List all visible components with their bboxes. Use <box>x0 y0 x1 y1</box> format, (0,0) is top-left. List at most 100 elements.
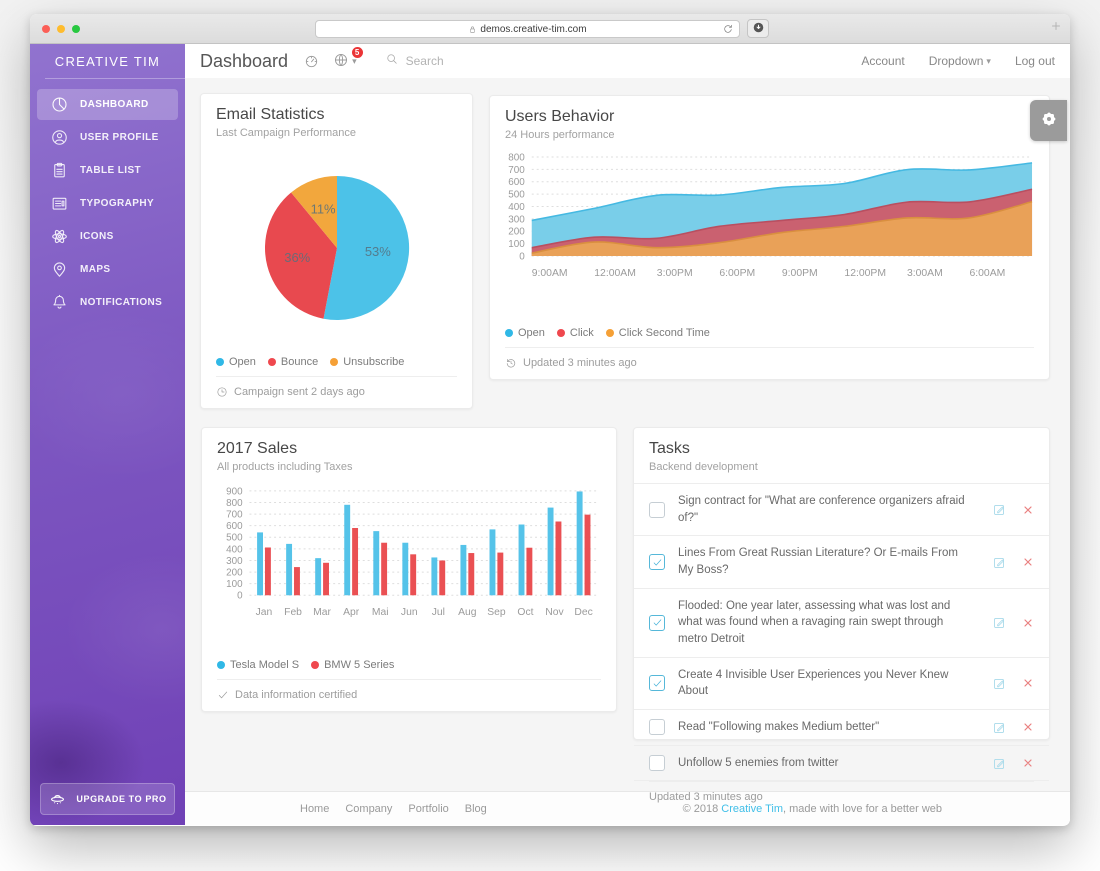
sidebar-item-label: Table List <box>80 165 142 176</box>
close-window-button[interactable] <box>42 25 50 33</box>
card-title: Tasks <box>649 440 690 457</box>
legend-item: Click Second Time <box>605 327 710 339</box>
sidebar-item-label: Typography <box>80 198 155 209</box>
task-list: Sign contract for "What are conference o… <box>634 484 1049 782</box>
legend-item: Open <box>216 356 256 368</box>
edit-task-button[interactable] <box>992 676 1007 691</box>
task-actions <box>992 502 1034 517</box>
delete-task-button[interactable] <box>1022 504 1034 516</box>
zoom-window-button[interactable] <box>72 25 80 33</box>
dashboard-icon[interactable] <box>304 54 319 69</box>
edit-task-button[interactable] <box>992 555 1007 570</box>
search-input[interactable] <box>403 53 514 69</box>
task-checkbox[interactable] <box>649 755 665 772</box>
task-actions <box>992 615 1034 630</box>
dropdown-label: Dropdown <box>928 54 984 68</box>
svg-text:900: 900 <box>226 486 243 497</box>
footer-link-blog[interactable]: Blog <box>464 802 487 815</box>
task-checkbox[interactable] <box>649 554 665 571</box>
legend-dot <box>605 329 614 337</box>
edit-task-button[interactable] <box>992 756 1007 771</box>
card-subtitle: Backend development <box>649 461 758 473</box>
delete-task-button[interactable] <box>1022 757 1034 769</box>
legend-dot <box>505 329 513 337</box>
svg-text:Dec: Dec <box>574 607 592 618</box>
sidebar-item-typography[interactable]: Typography <box>37 188 178 219</box>
legend-item: Tesla Model S <box>217 659 299 671</box>
minimize-window-button[interactable] <box>57 25 65 33</box>
download-button[interactable] <box>747 19 769 38</box>
svg-text:12:00PM: 12:00PM <box>844 268 886 279</box>
svg-text:800: 800 <box>226 498 243 509</box>
reload-icon[interactable] <box>722 23 734 35</box>
sidebar-item-notifications[interactable]: Notifications <box>37 287 178 318</box>
delete-task-button[interactable] <box>1022 617 1034 629</box>
task-checkbox[interactable] <box>649 675 665 692</box>
svg-text:Oct: Oct <box>517 607 533 618</box>
svg-text:Mar: Mar <box>313 607 331 618</box>
card-subtitle: Last Campaign Performance <box>216 127 357 139</box>
settings-gear-button[interactable] <box>1030 100 1067 141</box>
svg-text:700: 700 <box>508 165 525 176</box>
task-label: Sign contract for "What are conference o… <box>678 495 965 524</box>
creative-tim-link[interactable]: Creative Tim <box>721 802 784 815</box>
edit-task-button[interactable] <box>992 720 1007 735</box>
svg-text:3:00PM: 3:00PM <box>657 268 693 279</box>
svg-text:400: 400 <box>226 544 243 555</box>
delete-task-button[interactable] <box>1022 721 1034 733</box>
gear-icon <box>1038 108 1060 133</box>
legend-dot <box>216 358 224 366</box>
sidebar-item-user-profile[interactable]: User Profile <box>37 122 178 153</box>
svg-text:Aug: Aug <box>458 607 477 618</box>
card-title: Email Statistics <box>216 106 325 123</box>
users-behavior-card: Users Behavior 24 Hours performance 0 100… <box>489 95 1050 380</box>
chart-legend: Open Bounce Unsubscribe <box>216 356 457 368</box>
chart-legend: Open Click Click Second Time <box>505 327 1034 339</box>
lock-icon <box>468 25 477 34</box>
notifications-globe-button[interactable]: 5 ▾ <box>333 45 364 71</box>
svg-text:Jun: Jun <box>401 607 418 618</box>
newspaper-icon <box>50 194 69 213</box>
task-checkbox[interactable] <box>649 501 665 518</box>
svg-text:Mai: Mai <box>372 607 389 618</box>
address-bar[interactable]: demos.creative-tim.com <box>315 20 740 38</box>
task-checkbox[interactable] <box>649 614 665 631</box>
sidebar-item-maps[interactable]: Maps <box>37 254 178 285</box>
sidebar-item-dashboard[interactable]: Dashboard <box>37 89 178 120</box>
task-actions <box>992 555 1034 570</box>
sidebar-item-label: Dashboard <box>80 99 149 110</box>
sidebar-item-label: Notifications <box>80 297 163 308</box>
svg-text:3:00AM: 3:00AM <box>907 268 943 279</box>
footer-text: Updated 3 minutes ago <box>523 357 637 369</box>
account-link[interactable]: Account <box>861 54 905 68</box>
sidebar-item-icons[interactable]: Icons <box>37 221 178 252</box>
task-checkbox[interactable] <box>649 719 665 736</box>
clock-icon <box>216 386 228 398</box>
legend-dot <box>217 661 225 669</box>
svg-text:600: 600 <box>226 521 243 532</box>
legend-item: Open <box>505 327 545 339</box>
sidebar-item-table-list[interactable]: Table List <box>37 155 178 186</box>
svg-text:12:00AM: 12:00AM <box>594 268 636 279</box>
svg-text:200: 200 <box>226 568 243 579</box>
delete-task-button[interactable] <box>1022 677 1034 689</box>
footer-link-home[interactable]: Home <box>300 802 330 815</box>
footer-link-portfolio[interactable]: Portfolio <box>408 802 449 815</box>
card-title: Users Behavior <box>505 108 615 125</box>
edit-task-button[interactable] <box>992 615 1007 630</box>
logout-link[interactable]: Log out <box>1014 54 1055 68</box>
svg-text:100: 100 <box>508 239 525 250</box>
edit-task-button[interactable] <box>992 502 1007 517</box>
upgrade-to-pro-button[interactable]: UPGRADE TO PRO <box>40 783 175 815</box>
svg-text:0: 0 <box>519 251 525 262</box>
footer-link-company[interactable]: Company <box>345 802 393 815</box>
new-tab-icon[interactable] <box>1050 20 1062 32</box>
window-controls <box>42 25 80 33</box>
dropdown-link[interactable]: Dropdown ▾ <box>929 54 991 68</box>
svg-text:200: 200 <box>508 227 525 238</box>
globe-icon <box>333 52 349 71</box>
navbar-right: Account Dropdown ▾ Log out <box>861 54 1055 68</box>
pie-chart-icon <box>50 95 69 114</box>
page-title: Dashboard <box>200 50 289 71</box>
delete-task-button[interactable] <box>1022 556 1034 568</box>
